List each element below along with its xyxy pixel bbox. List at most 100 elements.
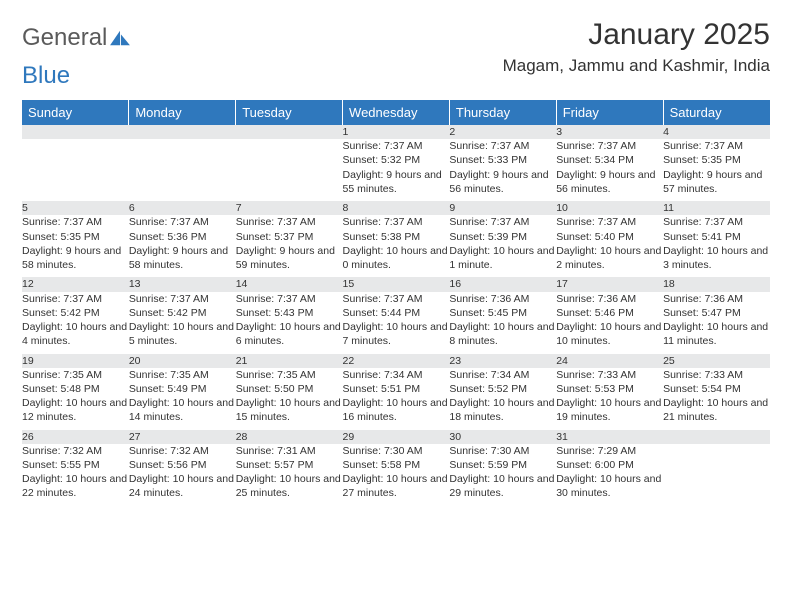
brand-word-2: Blue — [22, 62, 70, 90]
day-number-cell — [236, 125, 343, 139]
daylight-text: Daylight: 10 hours and 16 minutes. — [343, 396, 450, 424]
sunset-text: Sunset: 6:00 PM — [556, 458, 663, 472]
brand-word-1: General — [22, 24, 107, 52]
day-number-cell: 21 — [236, 354, 343, 368]
daylight-text: Daylight: 10 hours and 25 minutes. — [236, 472, 343, 500]
daylight-text: Daylight: 10 hours and 6 minutes. — [236, 320, 343, 348]
day-number-cell: 15 — [343, 277, 450, 291]
day-number-cell: 30 — [449, 430, 556, 444]
day-data-cell: Sunrise: 7:37 AMSunset: 5:42 PMDaylight:… — [22, 292, 129, 354]
sunrise-text: Sunrise: 7:37 AM — [129, 292, 236, 306]
daylight-text: Daylight: 10 hours and 5 minutes. — [129, 320, 236, 348]
day-data-cell: Sunrise: 7:36 AMSunset: 5:47 PMDaylight:… — [663, 292, 770, 354]
sunset-text: Sunset: 5:53 PM — [556, 382, 663, 396]
day-data-cell: Sunrise: 7:37 AMSunset: 5:33 PMDaylight:… — [449, 139, 556, 201]
day-data-cell — [129, 139, 236, 201]
sunrise-text: Sunrise: 7:30 AM — [449, 444, 556, 458]
daylight-text: Daylight: 10 hours and 14 minutes. — [129, 396, 236, 424]
day-data-cell: Sunrise: 7:30 AMSunset: 5:58 PMDaylight:… — [343, 444, 450, 506]
day-number-cell — [129, 125, 236, 139]
daylight-text: Daylight: 10 hours and 15 minutes. — [236, 396, 343, 424]
day-number-cell: 28 — [236, 430, 343, 444]
day-data-row: Sunrise: 7:35 AMSunset: 5:48 PMDaylight:… — [22, 368, 770, 430]
day-number-row: 12131415161718 — [22, 277, 770, 291]
day-data-cell: Sunrise: 7:37 AMSunset: 5:44 PMDaylight:… — [343, 292, 450, 354]
sunrise-text: Sunrise: 7:32 AM — [22, 444, 129, 458]
sunset-text: Sunset: 5:33 PM — [449, 153, 556, 167]
sunset-text: Sunset: 5:51 PM — [343, 382, 450, 396]
sunset-text: Sunset: 5:38 PM — [343, 230, 450, 244]
day-data-cell: Sunrise: 7:36 AMSunset: 5:45 PMDaylight:… — [449, 292, 556, 354]
day-data-cell: Sunrise: 7:32 AMSunset: 5:56 PMDaylight:… — [129, 444, 236, 506]
weekday-header: Thursday — [449, 100, 556, 125]
day-data-cell: Sunrise: 7:35 AMSunset: 5:48 PMDaylight:… — [22, 368, 129, 430]
day-data-cell — [22, 139, 129, 201]
day-data-row: Sunrise: 7:37 AMSunset: 5:32 PMDaylight:… — [22, 139, 770, 201]
day-data-cell: Sunrise: 7:37 AMSunset: 5:39 PMDaylight:… — [449, 215, 556, 277]
day-number-cell: 23 — [449, 354, 556, 368]
daylight-text: Daylight: 10 hours and 19 minutes. — [556, 396, 663, 424]
day-data-row: Sunrise: 7:37 AMSunset: 5:42 PMDaylight:… — [22, 292, 770, 354]
sunrise-text: Sunrise: 7:37 AM — [129, 215, 236, 229]
sunset-text: Sunset: 5:48 PM — [22, 382, 129, 396]
sunset-text: Sunset: 5:37 PM — [236, 230, 343, 244]
sunset-text: Sunset: 5:57 PM — [236, 458, 343, 472]
day-number-cell: 24 — [556, 354, 663, 368]
sunrise-text: Sunrise: 7:37 AM — [449, 215, 556, 229]
daylight-text: Daylight: 10 hours and 2 minutes. — [556, 244, 663, 272]
sunset-text: Sunset: 5:45 PM — [449, 306, 556, 320]
day-number-cell: 2 — [449, 125, 556, 139]
sunset-text: Sunset: 5:55 PM — [22, 458, 129, 472]
sunrise-text: Sunrise: 7:37 AM — [449, 139, 556, 153]
day-number-cell: 5 — [22, 201, 129, 215]
sunrise-text: Sunrise: 7:32 AM — [129, 444, 236, 458]
day-number-cell: 27 — [129, 430, 236, 444]
day-number-cell: 6 — [129, 201, 236, 215]
sunrise-text: Sunrise: 7:30 AM — [343, 444, 450, 458]
sunset-text: Sunset: 5:44 PM — [343, 306, 450, 320]
sunrise-text: Sunrise: 7:37 AM — [236, 292, 343, 306]
day-number-row: 19202122232425 — [22, 354, 770, 368]
sunset-text: Sunset: 5:40 PM — [556, 230, 663, 244]
daylight-text: Daylight: 10 hours and 4 minutes. — [22, 320, 129, 348]
sunrise-text: Sunrise: 7:37 AM — [556, 139, 663, 153]
day-data-cell: Sunrise: 7:36 AMSunset: 5:46 PMDaylight:… — [556, 292, 663, 354]
sunrise-text: Sunrise: 7:35 AM — [236, 368, 343, 382]
day-number-cell: 10 — [556, 201, 663, 215]
day-number-cell: 17 — [556, 277, 663, 291]
day-number-cell: 14 — [236, 277, 343, 291]
sunset-text: Sunset: 5:49 PM — [129, 382, 236, 396]
day-data-row: Sunrise: 7:32 AMSunset: 5:55 PMDaylight:… — [22, 444, 770, 506]
sunset-text: Sunset: 5:56 PM — [129, 458, 236, 472]
sunrise-text: Sunrise: 7:37 AM — [22, 215, 129, 229]
day-data-cell: Sunrise: 7:35 AMSunset: 5:50 PMDaylight:… — [236, 368, 343, 430]
day-data-cell: Sunrise: 7:33 AMSunset: 5:54 PMDaylight:… — [663, 368, 770, 430]
sunset-text: Sunset: 5:39 PM — [449, 230, 556, 244]
month-title: January 2025 — [503, 18, 770, 52]
daylight-text: Daylight: 10 hours and 1 minute. — [449, 244, 556, 272]
daylight-text: Daylight: 10 hours and 22 minutes. — [22, 472, 129, 500]
daylight-text: Daylight: 10 hours and 12 minutes. — [22, 396, 129, 424]
sunset-text: Sunset: 5:54 PM — [663, 382, 770, 396]
daylight-text: Daylight: 10 hours and 21 minutes. — [663, 396, 770, 424]
day-number-cell — [663, 430, 770, 444]
day-data-cell: Sunrise: 7:37 AMSunset: 5:35 PMDaylight:… — [663, 139, 770, 201]
weekday-header: Tuesday — [236, 100, 343, 125]
sunrise-text: Sunrise: 7:34 AM — [343, 368, 450, 382]
title-block: January 2025 Magam, Jammu and Kashmir, I… — [503, 18, 770, 76]
day-data-cell: Sunrise: 7:37 AMSunset: 5:32 PMDaylight:… — [343, 139, 450, 201]
day-number-cell — [22, 125, 129, 139]
day-number-cell: 25 — [663, 354, 770, 368]
daylight-text: Daylight: 10 hours and 30 minutes. — [556, 472, 663, 500]
weekday-header: Wednesday — [343, 100, 450, 125]
daylight-text: Daylight: 10 hours and 18 minutes. — [449, 396, 556, 424]
day-data-cell: Sunrise: 7:37 AMSunset: 5:37 PMDaylight:… — [236, 215, 343, 277]
sunrise-text: Sunrise: 7:34 AM — [449, 368, 556, 382]
sunset-text: Sunset: 5:46 PM — [556, 306, 663, 320]
sunrise-text: Sunrise: 7:37 AM — [236, 215, 343, 229]
day-number-cell: 13 — [129, 277, 236, 291]
daylight-text: Daylight: 9 hours and 59 minutes. — [236, 244, 343, 272]
day-data-cell: Sunrise: 7:34 AMSunset: 5:52 PMDaylight:… — [449, 368, 556, 430]
day-number-cell: 31 — [556, 430, 663, 444]
day-data-cell: Sunrise: 7:37 AMSunset: 5:43 PMDaylight:… — [236, 292, 343, 354]
